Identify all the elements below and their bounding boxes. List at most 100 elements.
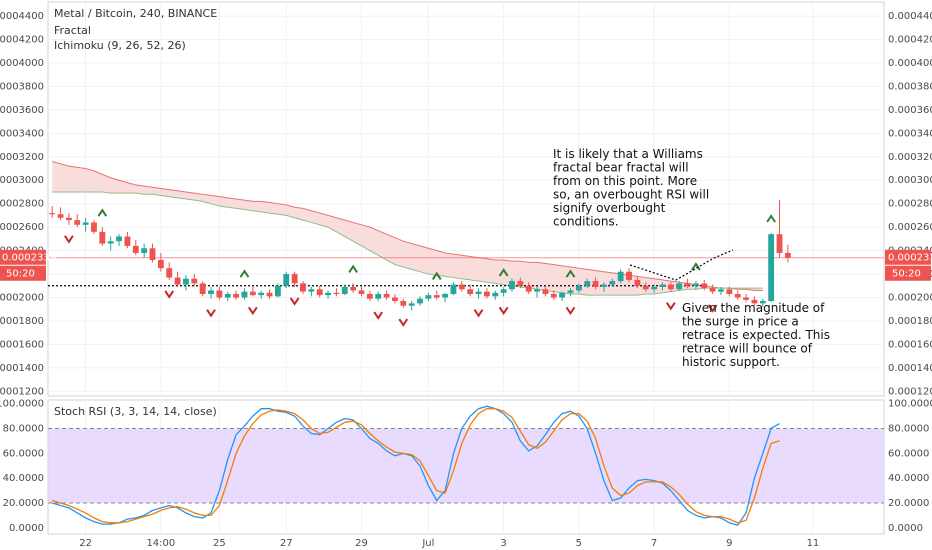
y-tick-right: 0.0001200: [888, 386, 932, 397]
candle: [701, 283, 708, 289]
rsi-y-tick-left: 0.0000: [9, 523, 44, 534]
candle: [450, 284, 457, 294]
x-tick: 9: [726, 538, 732, 549]
candle: [341, 286, 348, 294]
fractal-down-marker: [64, 235, 74, 244]
price-tag-left-text: 0.0002339: [2, 253, 56, 264]
y-tick-right: 0.0003000: [888, 175, 932, 186]
candle: [726, 289, 733, 294]
candle: [467, 289, 474, 294]
fractal-up-marker: [348, 264, 358, 273]
candle: [308, 289, 315, 292]
candle: [483, 291, 490, 297]
y-tick-left: 0.0001800: [0, 316, 44, 327]
fractal-up-marker: [565, 269, 576, 278]
candle: [517, 281, 524, 286]
candle: [442, 293, 449, 298]
candle: [166, 268, 173, 278]
candle: [149, 248, 156, 260]
candle: [500, 289, 507, 293]
candle: [224, 293, 231, 298]
candle: [199, 283, 206, 294]
y-tick-left: 0.0003600: [0, 105, 44, 116]
annotation-line-2: historic support.: [682, 355, 780, 369]
y-tick-left: 0.0002600: [0, 222, 44, 233]
candle: [667, 284, 674, 290]
candle: [684, 283, 691, 286]
candle: [575, 285, 582, 291]
fractal-up-marker: [239, 269, 250, 278]
price-tag-right: [885, 249, 931, 265]
candle: [375, 293, 382, 299]
fractal-up-marker: [498, 268, 509, 277]
y-tick-left: 0.0003200: [0, 152, 44, 163]
candle: [626, 271, 632, 280]
countdown-left-text: 50:20: [6, 269, 35, 280]
candle: [776, 234, 783, 253]
candle: [567, 290, 574, 293]
candle: [383, 293, 390, 298]
rsi-y-tick-right: 60.0000: [888, 448, 929, 459]
y-tick-right: 0.0001600: [888, 339, 932, 350]
rsi-y-tick-right: 40.0000: [888, 473, 929, 484]
x-tick: 3: [500, 538, 506, 549]
candle: [634, 279, 641, 286]
fractal-down-marker: [473, 309, 484, 318]
rsi-y-tick-right: 20.0000: [888, 498, 929, 509]
candle: [592, 281, 599, 287]
rsi-y-tick-left: 40.0000: [3, 473, 44, 484]
candle: [392, 297, 398, 302]
fractal-down-marker: [498, 306, 509, 316]
candle: [358, 290, 365, 294]
candle: [116, 236, 122, 242]
candle: [768, 234, 775, 302]
rsi-y-tick-left: 100.0000: [0, 399, 44, 410]
candle: [601, 284, 607, 287]
candle: [132, 245, 139, 253]
candle: [718, 289, 724, 292]
annotation-line-1: fractal bear fractal will: [553, 161, 689, 175]
fractal-down-marker: [164, 290, 175, 299]
candle: [433, 295, 440, 298]
x-tick: 29: [355, 538, 368, 549]
candle: [49, 213, 56, 215]
candle: [559, 292, 566, 298]
annotation-line-1: It is likely that a Williams: [553, 147, 703, 161]
candle: [759, 301, 766, 304]
candle: [659, 284, 666, 287]
candle: [216, 290, 223, 298]
candle: [400, 301, 407, 306]
fractal-down-marker: [289, 297, 300, 306]
candle: [366, 293, 373, 299]
fractal-down-marker: [206, 309, 216, 318]
fractal-up-marker: [97, 208, 108, 217]
y-tick-left: 0.0003400: [0, 128, 44, 139]
candle: [333, 292, 340, 294]
candle: [233, 293, 240, 298]
candle: [191, 278, 198, 284]
x-tick: 22: [79, 538, 92, 549]
fractal-up-marker: [431, 271, 442, 281]
price-tag-right-text: 0.0002339: [888, 253, 932, 264]
y-tick-left: 0.0002000: [0, 293, 44, 304]
candle: [241, 291, 248, 298]
annotation-line-2: retrace will bounce of: [682, 342, 813, 356]
candle: [208, 290, 214, 294]
fractal-up-marker: [691, 262, 701, 271]
annotation-line-1: so, an overbought RSI will: [553, 188, 709, 202]
candle: [550, 293, 557, 298]
y-tick-right: 0.0002800: [888, 199, 932, 210]
y-tick-right: 0.0003400: [888, 128, 932, 139]
candle: [743, 297, 749, 300]
y-tick-left: 0.0003800: [0, 81, 44, 92]
ichimoku-span-a: [52, 160, 763, 291]
x-tick: 14:00: [146, 538, 175, 549]
candle: [458, 284, 465, 290]
chart-title: Metal / Bitcoin, 240, BINANCE: [54, 7, 217, 20]
fractal-down-marker: [373, 311, 384, 320]
candle: [283, 274, 290, 286]
x-tick: 11: [807, 538, 820, 549]
candle: [350, 286, 357, 291]
candle: [274, 285, 281, 297]
